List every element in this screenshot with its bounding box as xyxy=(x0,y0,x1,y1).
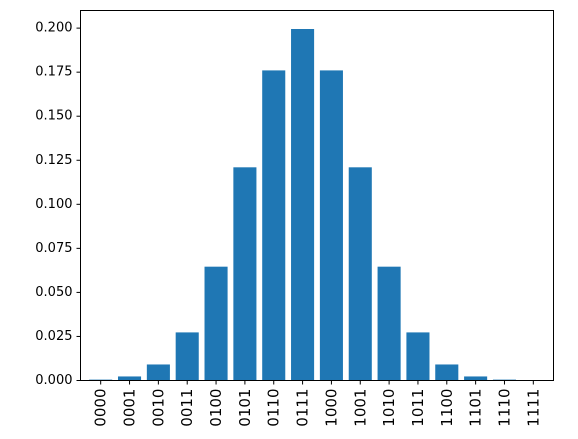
bar-0100 xyxy=(204,266,228,381)
y-tick-label: 0.025 xyxy=(35,329,72,344)
bar-1010 xyxy=(377,266,401,381)
bar-1101 xyxy=(464,376,488,381)
bar-1000 xyxy=(319,70,343,381)
y-tick-label: 0.200 xyxy=(35,21,72,36)
y-tick-label: 0.175 xyxy=(35,65,72,80)
plot-frame xyxy=(80,10,554,381)
bar-0101 xyxy=(233,167,257,381)
y-tick-label: 0.050 xyxy=(35,285,72,300)
bar-1011 xyxy=(406,332,430,381)
bar-1001 xyxy=(348,167,372,381)
x-tick-label-1001: 1001 xyxy=(351,389,369,427)
x-tick-label-0010: 0010 xyxy=(149,389,167,427)
x-tick-label-0101: 0101 xyxy=(236,389,254,427)
x-tick-label-1011: 1011 xyxy=(409,389,427,427)
x-tick-label-1100: 1100 xyxy=(438,389,456,427)
y-tick-label: 0.000 xyxy=(35,373,72,388)
x-tick-label-0000: 0000 xyxy=(92,389,110,427)
x-tick-label-0100: 0100 xyxy=(207,389,225,427)
bar-1100 xyxy=(435,364,459,381)
x-tick-label-1000: 1000 xyxy=(322,389,340,427)
x-tick-label-0011: 0011 xyxy=(178,389,196,427)
x-tick-label-0110: 0110 xyxy=(265,389,283,427)
y-axis: 0.000 0.025 0.050 0.075 0.100 0.125 0.150 0.175… xyxy=(35,21,81,388)
x-tick-label-1111: 1111 xyxy=(524,389,542,427)
bar-0001 xyxy=(117,376,142,381)
x-tick-label-0001: 0001 xyxy=(121,389,139,427)
x-axis: 0000 0001 0010 0011 0100 0101 0110 0111 1000 1001… xyxy=(92,380,542,427)
bar-0010 xyxy=(146,364,170,381)
bar-0111 xyxy=(291,29,315,381)
bar-0011 xyxy=(175,332,199,381)
x-tick-label-1110: 1110 xyxy=(495,388,513,426)
bars-layer xyxy=(89,29,545,381)
x-tick-label-1101: 1101 xyxy=(467,389,485,427)
y-tick-label: 0.150 xyxy=(35,109,72,124)
x-tick-label-1010: 1010 xyxy=(380,389,398,427)
y-tick-label: 0.100 xyxy=(35,197,72,212)
bar-0110 xyxy=(262,70,286,381)
y-tick-label: 0.075 xyxy=(35,241,72,256)
x-tick-label-0111: 0111 xyxy=(294,389,312,427)
y-tick-label: 0.125 xyxy=(35,153,72,168)
